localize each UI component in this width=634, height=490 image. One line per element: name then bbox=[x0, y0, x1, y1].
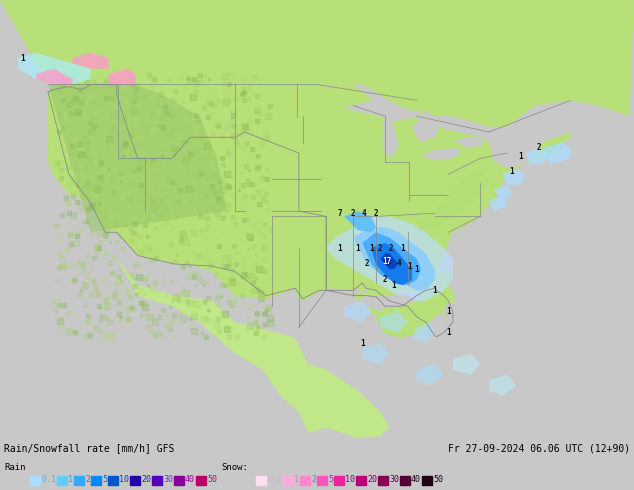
Bar bbox=[300, 476, 310, 485]
Bar bbox=[152, 476, 162, 485]
Polygon shape bbox=[417, 364, 444, 385]
Text: 10: 10 bbox=[345, 475, 355, 485]
Text: 1: 1 bbox=[401, 244, 405, 253]
Bar bbox=[30, 476, 40, 485]
Bar bbox=[317, 476, 327, 485]
Text: 1: 1 bbox=[519, 152, 523, 161]
Bar bbox=[91, 476, 101, 485]
Polygon shape bbox=[344, 211, 376, 232]
Polygon shape bbox=[425, 291, 453, 336]
Text: 2: 2 bbox=[85, 475, 90, 485]
Text: 50: 50 bbox=[433, 475, 443, 485]
Text: 1: 1 bbox=[446, 307, 451, 316]
Polygon shape bbox=[108, 69, 136, 84]
Bar bbox=[356, 476, 366, 485]
Text: 1: 1 bbox=[432, 286, 437, 295]
Polygon shape bbox=[412, 111, 439, 143]
Bar bbox=[283, 476, 293, 485]
Text: 20: 20 bbox=[141, 475, 151, 485]
Text: 1: 1 bbox=[356, 244, 360, 253]
Bar bbox=[196, 476, 206, 485]
Text: 5: 5 bbox=[102, 475, 107, 485]
Text: 7: 7 bbox=[337, 209, 342, 218]
Polygon shape bbox=[72, 53, 108, 69]
Polygon shape bbox=[380, 312, 408, 333]
Polygon shape bbox=[0, 0, 634, 127]
Text: 2: 2 bbox=[351, 209, 356, 218]
Text: 1: 1 bbox=[369, 244, 373, 253]
Bar bbox=[422, 476, 432, 485]
Polygon shape bbox=[455, 137, 484, 148]
Polygon shape bbox=[372, 243, 412, 285]
Polygon shape bbox=[543, 143, 571, 164]
Text: 1: 1 bbox=[337, 244, 342, 253]
Bar bbox=[378, 476, 388, 485]
Bar bbox=[108, 476, 118, 485]
Polygon shape bbox=[48, 84, 571, 338]
Text: 1: 1 bbox=[509, 167, 514, 175]
Polygon shape bbox=[453, 354, 480, 375]
Text: 50: 50 bbox=[207, 475, 217, 485]
Bar bbox=[74, 476, 84, 485]
Polygon shape bbox=[353, 227, 435, 291]
Polygon shape bbox=[503, 169, 526, 185]
Text: 1: 1 bbox=[414, 265, 419, 274]
Text: 1: 1 bbox=[392, 281, 396, 290]
Text: 2: 2 bbox=[536, 143, 541, 152]
Polygon shape bbox=[489, 196, 507, 211]
Bar bbox=[400, 476, 410, 485]
Text: 2: 2 bbox=[389, 244, 394, 253]
Text: 2: 2 bbox=[373, 209, 378, 218]
Polygon shape bbox=[526, 148, 548, 164]
Text: 30: 30 bbox=[389, 475, 399, 485]
Polygon shape bbox=[382, 118, 399, 158]
Text: 0.1: 0.1 bbox=[267, 475, 282, 485]
Polygon shape bbox=[362, 343, 389, 364]
Polygon shape bbox=[362, 232, 421, 285]
Text: 1: 1 bbox=[407, 262, 411, 270]
Text: 1: 1 bbox=[294, 475, 299, 485]
Polygon shape bbox=[36, 69, 72, 84]
Polygon shape bbox=[494, 185, 512, 200]
Polygon shape bbox=[326, 217, 453, 301]
Polygon shape bbox=[421, 148, 462, 161]
Text: 4: 4 bbox=[396, 260, 401, 269]
Polygon shape bbox=[417, 169, 489, 232]
Polygon shape bbox=[412, 322, 435, 343]
Text: 1: 1 bbox=[446, 328, 451, 337]
Polygon shape bbox=[344, 301, 372, 322]
Text: Snow:: Snow: bbox=[221, 463, 248, 472]
Polygon shape bbox=[489, 375, 516, 396]
Bar bbox=[256, 476, 266, 485]
Text: Rain/Snowfall rate [mm/h] GFS: Rain/Snowfall rate [mm/h] GFS bbox=[4, 443, 174, 454]
Text: 10: 10 bbox=[119, 475, 129, 485]
Text: 1: 1 bbox=[68, 475, 73, 485]
Polygon shape bbox=[117, 259, 389, 438]
Text: 20: 20 bbox=[367, 475, 377, 485]
Text: 1: 1 bbox=[20, 53, 25, 63]
Polygon shape bbox=[18, 53, 91, 84]
Text: 2: 2 bbox=[378, 244, 383, 253]
Text: 30: 30 bbox=[163, 475, 173, 485]
Polygon shape bbox=[380, 253, 399, 269]
Bar bbox=[57, 476, 67, 485]
Text: 17: 17 bbox=[382, 257, 391, 267]
Polygon shape bbox=[340, 100, 425, 122]
Text: Fr 27-09-2024 06.06 UTC (12+90): Fr 27-09-2024 06.06 UTC (12+90) bbox=[448, 443, 630, 454]
Text: 2: 2 bbox=[311, 475, 316, 485]
Text: 40: 40 bbox=[411, 475, 421, 485]
Text: 2: 2 bbox=[365, 260, 369, 269]
Bar bbox=[130, 476, 140, 485]
Bar bbox=[174, 476, 184, 485]
Text: Rain: Rain bbox=[4, 463, 25, 472]
Text: 40: 40 bbox=[185, 475, 195, 485]
Text: 2: 2 bbox=[382, 275, 387, 284]
Text: 1: 1 bbox=[360, 339, 365, 347]
Bar bbox=[334, 476, 344, 485]
Text: 0.1: 0.1 bbox=[41, 475, 56, 485]
Polygon shape bbox=[382, 258, 391, 265]
Polygon shape bbox=[48, 84, 226, 232]
Text: 4: 4 bbox=[362, 209, 366, 218]
Text: 5: 5 bbox=[328, 475, 333, 485]
